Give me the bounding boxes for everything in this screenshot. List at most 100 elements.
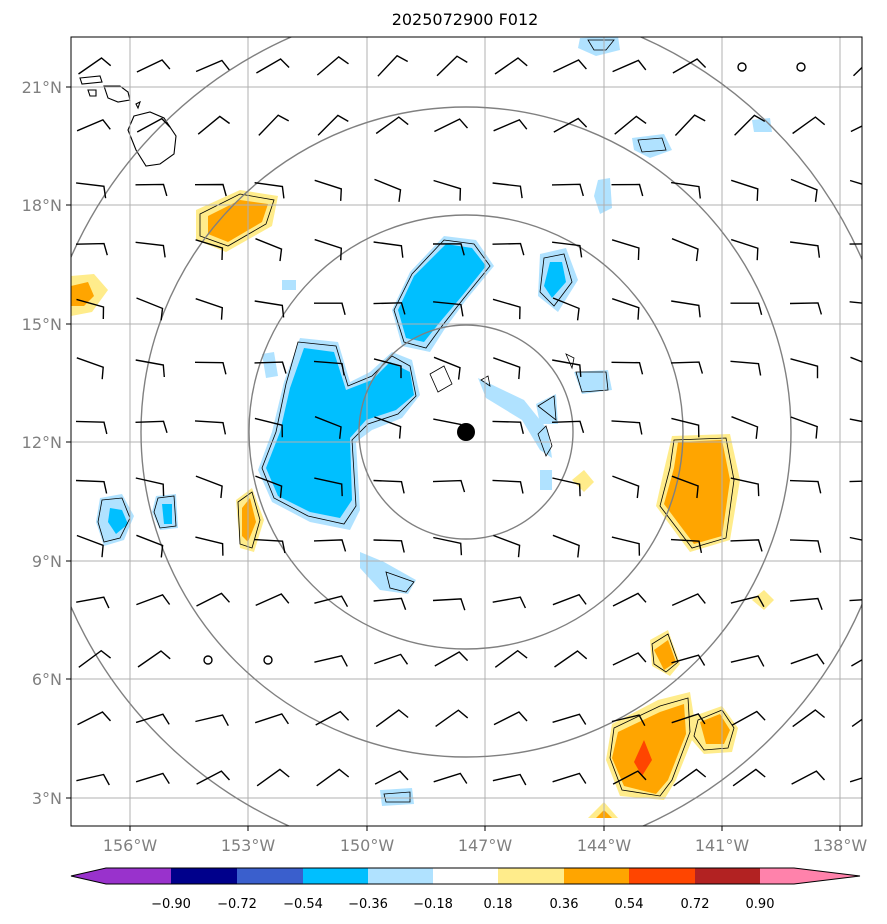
wind-barb (492, 182, 523, 199)
wind-barb (136, 117, 171, 133)
wind-barb (314, 238, 343, 261)
negative-anomaly-region (540, 470, 552, 490)
wind-barb (493, 118, 528, 132)
wind-barb (373, 479, 405, 494)
wind-barb (671, 593, 706, 607)
wind-barb (314, 477, 343, 497)
wind-barb (849, 480, 862, 483)
wind-barb (493, 711, 528, 726)
wind-barb (433, 301, 464, 317)
wind-barb (790, 597, 823, 610)
wind-barb (553, 117, 588, 133)
wind-barb (674, 114, 706, 136)
wind-barb (671, 181, 701, 199)
wind-barb (493, 534, 521, 558)
wind-barb (849, 599, 862, 602)
positive-anomaly-core (654, 640, 676, 670)
colorbar-segment (433, 868, 498, 884)
wind-barb (135, 183, 168, 197)
wind-barb (614, 115, 647, 135)
colorbar-tick-label: 0.54 (615, 897, 644, 912)
wind-barb (552, 713, 587, 725)
wind-barb (195, 536, 224, 556)
lon-label: 150°W (340, 836, 395, 855)
wind-barb (196, 592, 231, 607)
wind-barb (135, 477, 165, 497)
wind-barb (730, 238, 759, 261)
lon-label: 144°W (577, 836, 632, 855)
wind-barb (76, 357, 104, 380)
wind-barb (432, 479, 466, 493)
wind-barb (373, 597, 407, 610)
colorbar-segment (695, 868, 760, 884)
lat-label: 15°N (22, 315, 62, 334)
wind-barb (76, 534, 104, 558)
wind-barb (433, 536, 463, 556)
wind-barb (790, 178, 818, 202)
positive-anomaly-core (208, 200, 268, 242)
wind-barb (374, 770, 409, 785)
positive-anomaly-extreme (634, 740, 652, 776)
negative-anomaly-region (536, 394, 558, 424)
wind-barb (849, 777, 862, 783)
wind-barb (432, 598, 466, 611)
wind-barb (255, 475, 283, 499)
wind-barb (730, 595, 765, 608)
colorbar-segment (303, 868, 368, 884)
latitude-labels: 21°N 18°N 15°N 12°N 9°N 6°N 3°N (22, 78, 62, 808)
wind-barb (730, 477, 760, 497)
wind-barb (611, 239, 640, 261)
wind-barb (849, 179, 862, 185)
wind-barb (670, 538, 703, 554)
wind-barb (492, 298, 521, 320)
negative-anomaly-core (398, 244, 486, 342)
wind-barb (195, 59, 230, 73)
wind-barb (255, 593, 290, 607)
wind-barb (316, 768, 350, 787)
wind-barb (552, 297, 580, 321)
wind-barb (436, 55, 468, 77)
wind-barb (196, 770, 231, 785)
wind-barb (256, 58, 290, 74)
wind-barb (554, 650, 588, 668)
lat-label: 3°N (32, 789, 62, 808)
wind-barb (314, 595, 349, 608)
wind-barb (611, 298, 640, 320)
wind-barb (432, 243, 465, 256)
wind-barb (611, 536, 641, 556)
wind-barb (195, 714, 229, 727)
wind-barb (492, 479, 524, 494)
wind-barb (611, 420, 643, 435)
wind-barb (136, 593, 171, 606)
wind-barb (790, 416, 818, 439)
wind-barb (194, 361, 227, 375)
wind-barb (136, 297, 164, 321)
wind-barb (671, 713, 706, 725)
wind-barb (551, 420, 585, 434)
wind-barb (194, 183, 227, 197)
contour-lines (97, 39, 735, 803)
wind-barb (254, 713, 289, 725)
colorbar-tick-label: −0.18 (413, 897, 453, 912)
positive-anomaly-core (612, 704, 686, 794)
wind-barb (790, 358, 819, 379)
colorbar-labels: −0.90 −0.72 −0.54 −0.36 −0.18 0.18 0.36 … (151, 897, 774, 912)
longitude-labels: 156°W 153°W 150°W 147°W 144°W 141°W 138°… (103, 836, 868, 855)
wind-barb (313, 539, 347, 552)
map-title: 2025072900 F012 (391, 10, 539, 29)
wind-barb (75, 420, 108, 435)
wind-barb (730, 179, 759, 201)
wind-barb (611, 714, 646, 727)
positive-anomaly-region (752, 590, 774, 610)
wind-barb (135, 359, 165, 378)
wind-barb (76, 182, 107, 199)
colorbar-segment (498, 868, 564, 884)
lat-label: 9°N (32, 552, 62, 571)
wind-barb (494, 649, 528, 668)
wind-barb (492, 242, 525, 256)
gridlines (71, 37, 862, 826)
wind-barb (78, 57, 112, 75)
wind-barb (851, 718, 862, 727)
wind-barb (136, 534, 164, 558)
storm-center-marker (457, 423, 475, 441)
